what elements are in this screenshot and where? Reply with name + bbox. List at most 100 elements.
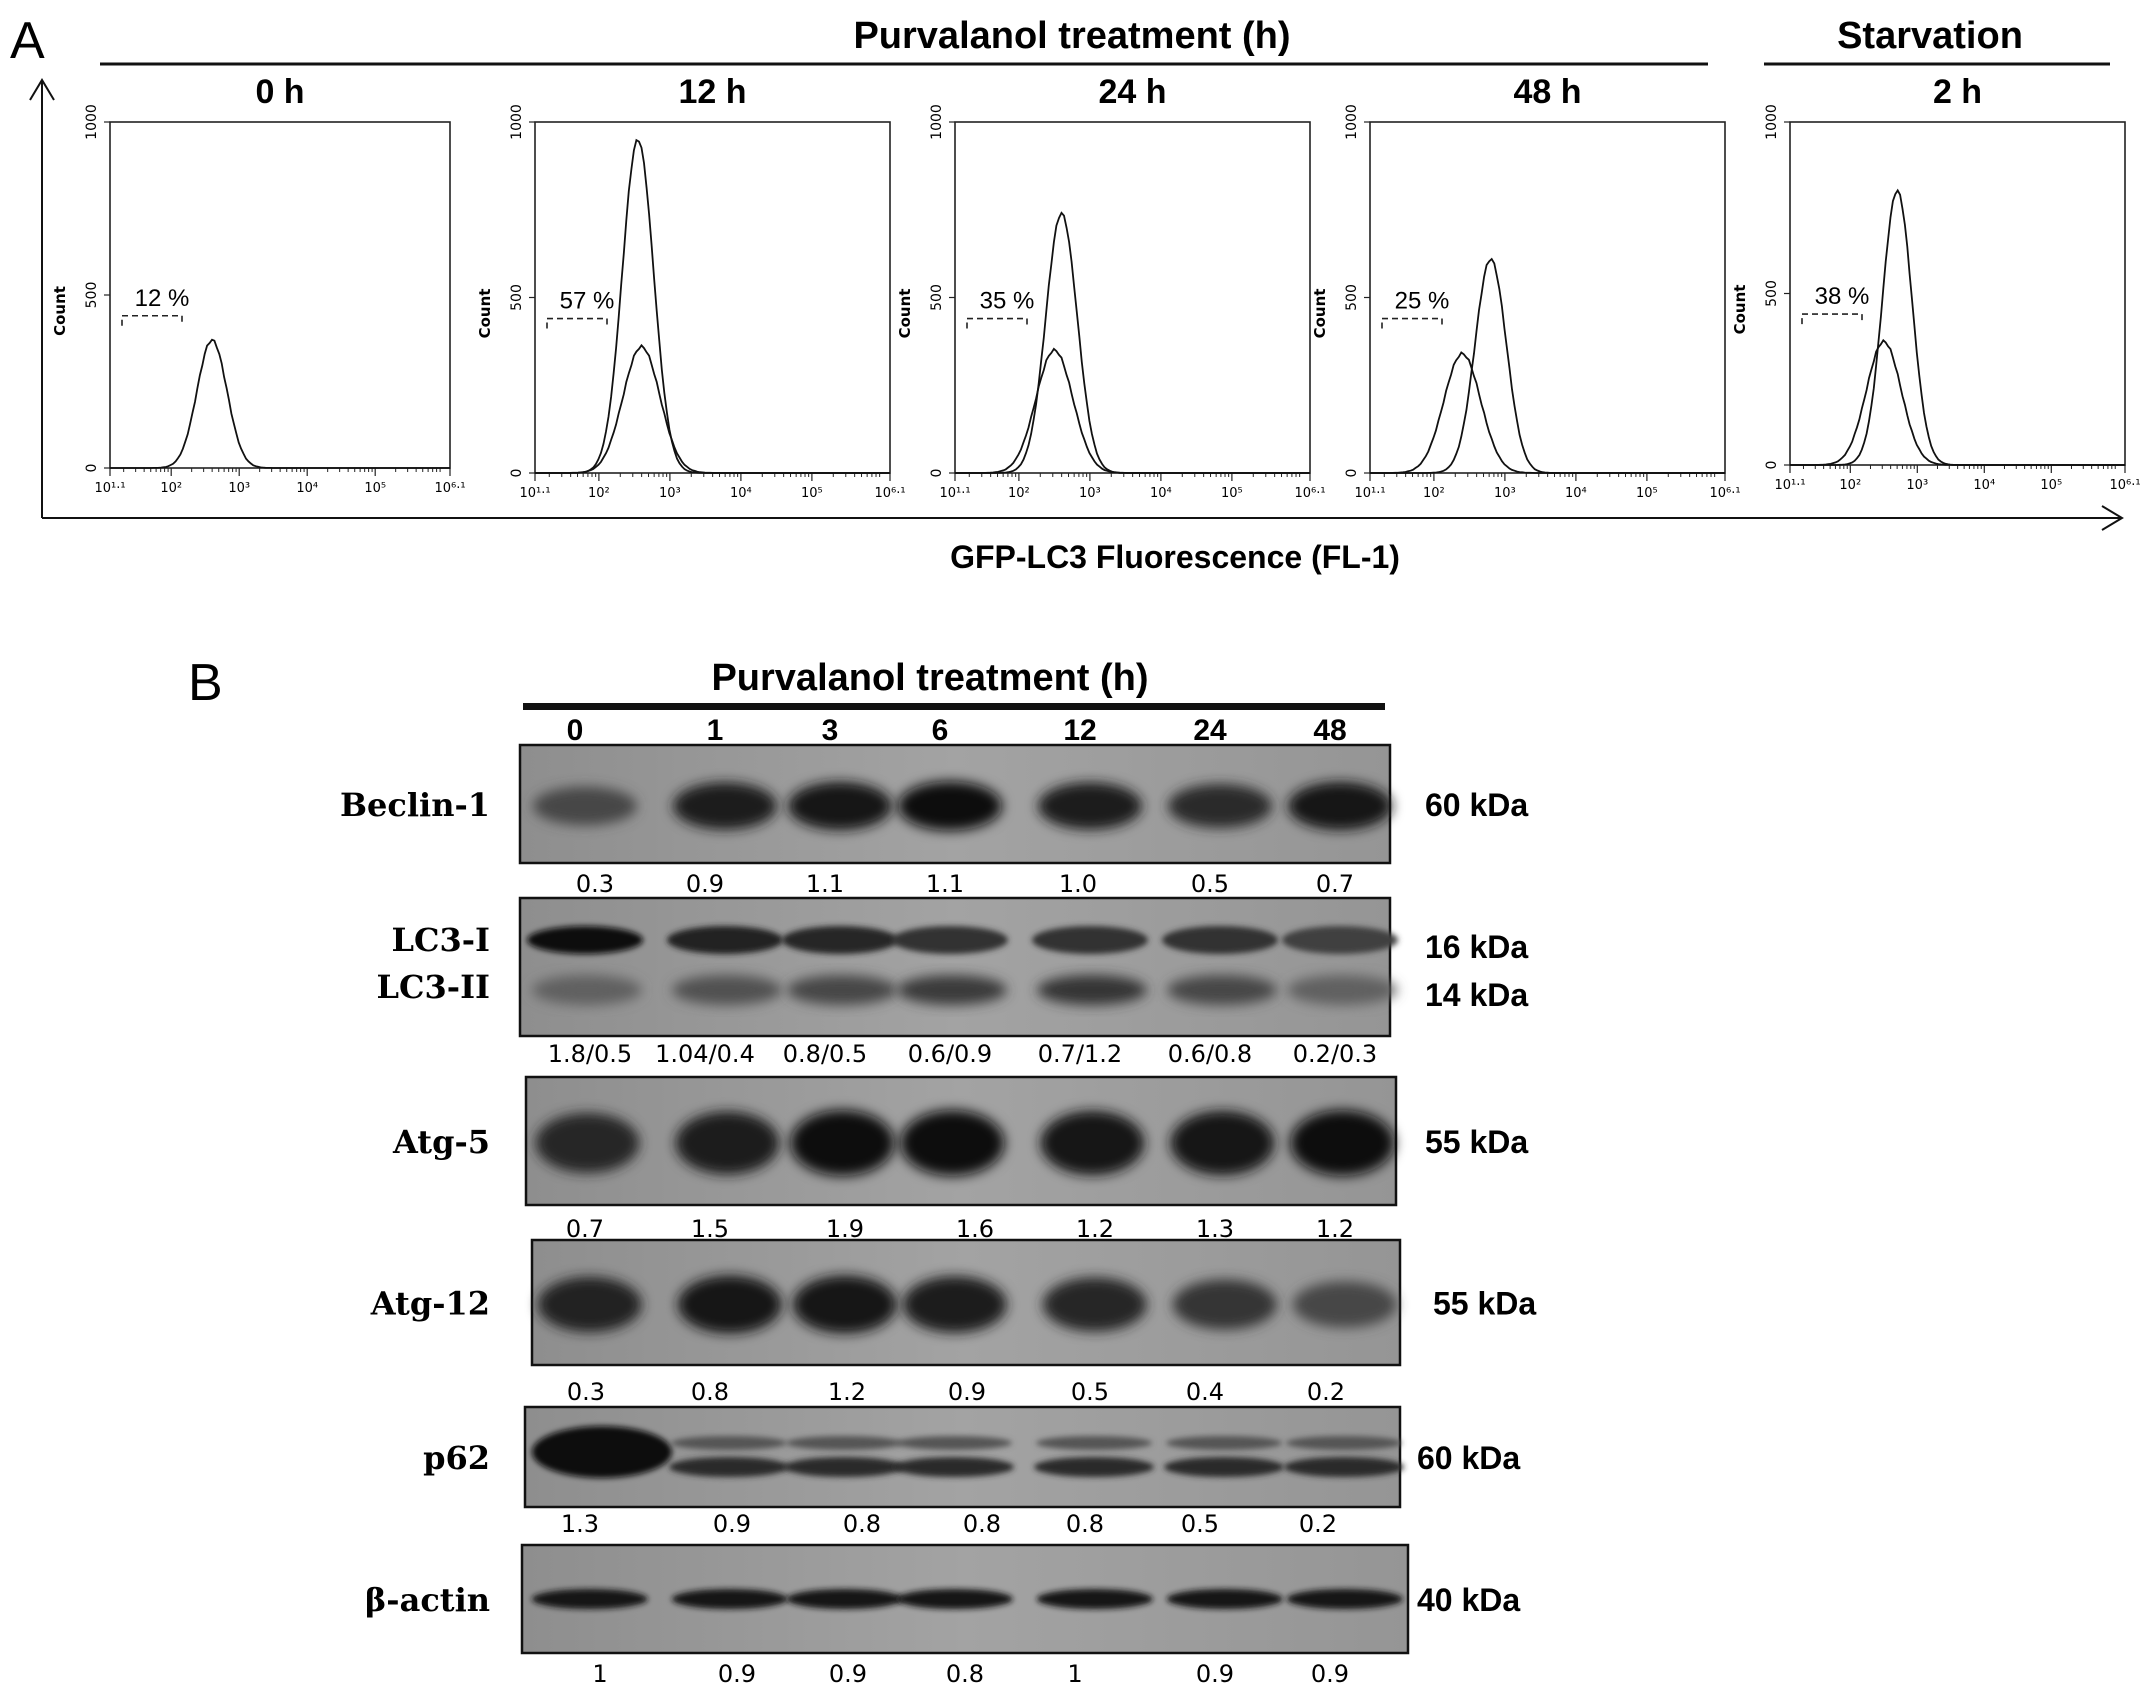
band-lc3-i <box>527 926 643 954</box>
starvation-header: Starvation <box>1837 15 2023 57</box>
gate-bracket <box>1801 313 1863 325</box>
band <box>671 1589 788 1609</box>
band-lc3-ii <box>787 975 897 1005</box>
histogram-title: 48 h <box>1513 73 1581 111</box>
band-lc3-ii <box>672 975 782 1005</box>
band <box>1036 1589 1153 1609</box>
band-lc3-ii <box>1287 975 1397 1005</box>
lane-label: 24 <box>1193 714 1227 747</box>
densitometry-value: 1.6 <box>956 1215 994 1243</box>
blot-β-actin: β-actin 40 kDa 1 0.9 0.9 0.8 1 0.9 0.9 <box>365 1543 1520 1684</box>
band <box>532 1426 672 1478</box>
lane-label: 48 <box>1313 714 1346 747</box>
histogram-0: 0 h Count 0 500 1000 10¹·¹ 10² 10³ 10⁴ 10⁵ 10⁶·¹ 12… <box>51 73 466 496</box>
gate-percentage: 25 % <box>1395 288 1450 315</box>
densitometry-value: 1.1 <box>926 870 964 898</box>
x-tick-label: 10² <box>1008 486 1030 501</box>
band <box>1168 784 1272 828</box>
y-tick-label: 500 <box>509 284 525 311</box>
histogram-trace <box>1370 351 1725 474</box>
densitometry-value: 0.5 <box>1181 1510 1219 1538</box>
band <box>896 1589 1013 1609</box>
x-tick-label: 10⁴ <box>1565 486 1587 501</box>
y-tick-label: 500 <box>929 284 945 311</box>
densitometry-value: 0.7 <box>1316 870 1354 898</box>
band <box>894 1457 1014 1477</box>
x-tick-label: 10⁵ <box>364 481 386 496</box>
histogram-2: 24 h Count 0 500 1000 10¹·¹ 10² 10³ 10⁴ 10⁵ 10⁶·¹ 3… <box>896 73 1326 501</box>
y-axis-label: Count <box>476 289 494 339</box>
band <box>677 1275 782 1334</box>
band <box>1172 1279 1277 1330</box>
panel-b-header: Purvalanol treatment (h) <box>711 657 1148 699</box>
x-tick-label: 10⁶·¹ <box>434 481 465 496</box>
panel-b-header-rule <box>523 703 1385 710</box>
band <box>531 1589 648 1609</box>
densitometry-value: 0.2 <box>1307 1378 1345 1406</box>
band-lc3-ii <box>897 975 1007 1005</box>
y-axis-label: Count <box>1311 289 1329 339</box>
y-tick-label: 500 <box>1764 280 1780 307</box>
histogram-trace <box>535 343 890 474</box>
densitometry-value: 0.4 <box>1186 1378 1224 1406</box>
densitometry-value: 1.2 <box>828 1378 866 1406</box>
kda-label: 40 kDa <box>1417 1582 1520 1618</box>
histogram-title: 12 h <box>678 73 746 111</box>
densitometry-value: 1.8/0.5 <box>548 1040 632 1068</box>
x-tick-label: 10³ <box>1079 486 1101 501</box>
blot-label: β-actin <box>365 1581 490 1619</box>
band <box>1286 1589 1403 1609</box>
densitometry-value: 0.8/0.5 <box>783 1040 867 1068</box>
band <box>1292 1281 1397 1328</box>
densitometry-value: 1 <box>1067 1660 1082 1684</box>
band-upper <box>896 1436 1012 1450</box>
band <box>1288 781 1392 831</box>
densitometry-value: 0.9 <box>718 1660 756 1684</box>
band-upper <box>1036 1436 1152 1450</box>
panel-a-x-axis-label: GFP-LC3 Fluorescence (FL-1) <box>950 539 1400 575</box>
gate-bracket <box>121 314 183 326</box>
densitometry-value: 0.8 <box>691 1378 729 1406</box>
lane-labels: 0 1 3 6 12 24 48 <box>567 714 1347 747</box>
x-tick-label: 10¹·¹ <box>939 486 970 501</box>
y-tick-label: 0 <box>1344 469 1360 478</box>
x-tick-label: 10⁵ <box>801 486 823 501</box>
gate-percentage: 38 % <box>1815 283 1870 310</box>
band-lc3-i <box>892 926 1008 954</box>
kda-label: 60 kDa <box>1425 787 1528 823</box>
lane-label: 0 <box>567 714 584 747</box>
histogram-3: 48 h Count 0 500 1000 10¹·¹ 10² 10³ 10⁴ 10⁵ 10⁶·¹ 2… <box>1311 73 1741 501</box>
band-upper <box>786 1436 902 1450</box>
band <box>675 1111 780 1175</box>
x-tick-label: 10⁴ <box>296 481 318 496</box>
x-tick-label: 10¹·¹ <box>94 481 125 496</box>
band-upper <box>671 1436 787 1450</box>
kda-label: 16 kDa <box>1425 929 1528 965</box>
y-tick-label: 500 <box>84 282 100 309</box>
gate-percentage: 12 % <box>135 285 190 312</box>
densitometry-value: 0.9 <box>713 1510 751 1538</box>
y-tick-label: 0 <box>1764 461 1780 470</box>
panel-a: A Purvalanol treatment (h) Starvation GF… <box>10 12 2141 575</box>
band-lc3-ii <box>532 975 642 1005</box>
densitometry-value: 0.8 <box>1066 1510 1104 1538</box>
densitometry-value: 0.6/0.8 <box>1168 1040 1252 1068</box>
blot-Atg-12: Atg-12 55 kDa 0.3 0.8 1.2 0.9 0.5 0.4 0.2 <box>370 1238 1536 1406</box>
lane-label: 1 <box>707 714 724 747</box>
densitometry-value: 0.9 <box>948 1378 986 1406</box>
x-tick-label: 10¹·¹ <box>1774 478 1805 493</box>
densitometry-value: 0.5 <box>1071 1378 1109 1406</box>
histogram-trace <box>955 211 1310 474</box>
y-tick-label: 0 <box>509 469 525 478</box>
densitometry-value: 0.8 <box>946 1660 984 1684</box>
densitometry-value: 0.5 <box>1191 870 1229 898</box>
band <box>792 1275 897 1334</box>
band <box>669 1457 789 1477</box>
histogram-title: 24 h <box>1098 73 1166 111</box>
densitometry-value: 0.7/1.2 <box>1038 1040 1122 1068</box>
x-tick-label: 10⁶·¹ <box>1294 486 1325 501</box>
x-tick-label: 10² <box>1423 486 1445 501</box>
